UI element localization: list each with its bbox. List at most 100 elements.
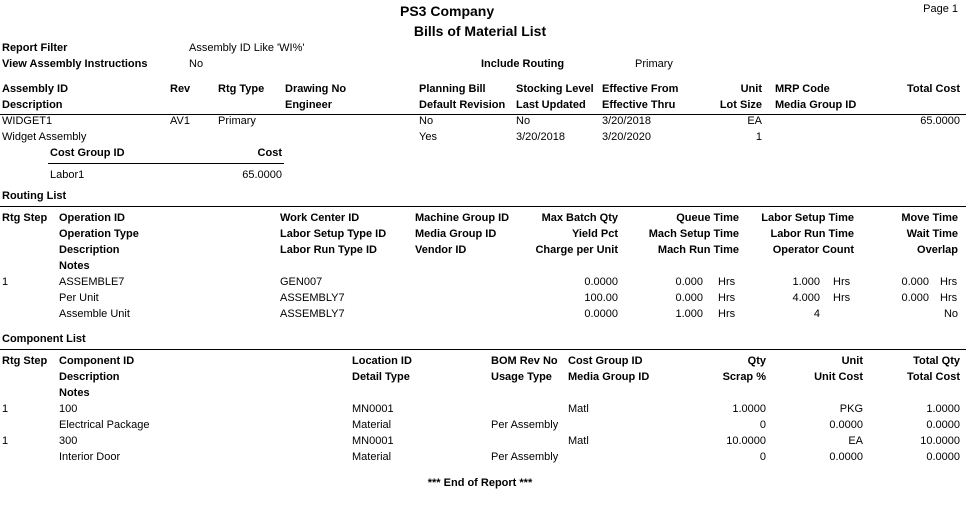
rt-rtg-step: 1 [2,276,9,288]
rt-wait-time: 0.000 [901,292,929,304]
rt-work-center-id: GEN007 [280,276,323,288]
rt-queue-time-unit: Hrs [718,276,736,288]
rt-col-wait-time: Wait Time [906,228,958,240]
col-rev: Rev [170,83,191,95]
rt-col-machine-group-id: Machine Group ID [415,212,510,224]
assembly-total-cost: 65.0000 [920,115,960,127]
assembly-header-rule [0,114,966,115]
rt-col-work-center-id: Work Center ID [280,212,360,224]
assembly-planning-bill: No [419,115,434,127]
cp-col-description: Description [59,371,120,383]
routing-section-title: Routing List [2,190,67,202]
cp-col-location-id: Location ID [352,355,412,367]
col-assembly-id: Assembly ID [2,83,69,95]
cp-scrap-pct: 0 [759,451,766,463]
rt-mach-setup-time: 0.000 [675,292,703,304]
rt-col-operator-count: Operator Count [772,244,854,256]
cp-col-rtg-step: Rtg Step [2,355,48,367]
rt-col-vendor-id: Vendor ID [415,244,467,256]
cost-group-id-header: Cost Group ID [50,147,125,159]
rt-col-notes: Notes [59,260,90,272]
rt-labor-setup-type-id: ASSEMBLY7 [280,292,345,304]
report-filter-value: Assembly ID Like 'WI%' [189,42,305,54]
col-effective-from: Effective From [602,83,679,95]
end-of-report: *** End of Report *** [427,477,533,489]
col-stocking-level: Stocking Level [516,83,594,95]
cp-col-total-qty: Total Qty [913,355,960,367]
cp-col-unit-cost: Unit Cost [814,371,863,383]
cp-col-usage-type: Usage Type [491,371,552,383]
assembly-id: WIDGET1 [2,115,53,127]
rt-description: Assemble Unit [59,308,130,320]
assembly-effective-thru: 3/20/2020 [602,131,651,143]
cost-group-rule [48,163,284,164]
rt-col-operation-type: Operation Type [59,228,139,240]
cp-description: Interior Door [59,451,121,463]
view-instructions-value: No [189,58,204,70]
rt-col-mach-run-time: Mach Run Time [657,244,739,256]
include-routing-value: Primary [635,58,673,70]
col-unit: Unit [740,83,762,95]
cp-location-id: MN0001 [352,435,394,447]
cp-col-component-id: Component ID [59,355,135,367]
col-media-group-id: Media Group ID [775,99,857,111]
assembly-unit: EA [747,115,762,127]
rt-col-move-time: Move Time [901,212,958,224]
rt-col-charge-per-unit: Charge per Unit [535,244,618,256]
report-filter-label: Report Filter [2,42,68,54]
component-section-rule [0,349,966,350]
cp-scrap-pct: 0 [759,419,766,431]
cp-col-media-group-id: Media Group ID [568,371,650,383]
assembly-effective-from: 3/20/2018 [602,115,651,127]
cp-col-unit: Unit [841,355,863,367]
rt-move-time-unit: Hrs [940,276,958,288]
rt-col-mach-setup-time: Mach Setup Time [648,228,739,240]
cp-col-qty: Qty [747,355,766,367]
cp-unit-cost: 0.0000 [829,451,863,463]
cp-unit: PKG [839,403,863,415]
cp-qty: 1.0000 [732,403,766,415]
cp-detail-type: Material [352,419,392,431]
cost-group-cost-header: Cost [257,147,282,159]
cp-detail-type: Material [352,451,392,463]
rt-labor-setup-time: 1.000 [792,276,820,288]
col-drawing-no: Drawing No [285,83,347,95]
component-section-title: Component List [2,333,86,345]
assembly-rev: AV1 [170,115,190,127]
assembly-default-revision: Yes [419,131,437,143]
rt-col-labor-run-time: Labor Run Time [770,228,854,240]
rt-move-time: 0.000 [901,276,929,288]
rt-col-overlap: Overlap [917,244,958,256]
col-rtg-type: Rtg Type [218,83,265,95]
rt-col-labor-run-type-id: Labor Run Type ID [280,244,377,256]
rt-mach-setup-time-unit: Hrs [718,292,736,304]
col-last-updated: Last Updated [516,99,586,111]
rt-operation-id: ASSEMBLE7 [59,276,125,288]
cp-col-scrap-pct: Scrap % [722,371,766,383]
rt-col-labor-setup-time: Labor Setup Time [761,212,854,224]
col-planning-bill: Planning Bill [419,83,486,95]
company-name: PS3 Company [400,3,495,19]
col-total-cost: Total Cost [907,83,960,95]
cp-usage-type: Per Assembly [491,419,559,431]
rt-operator-count: 4 [813,308,820,320]
assembly-description: Widget Assembly [2,131,87,143]
cp-total-cost: 0.0000 [926,451,960,463]
cp-total-qty: 1.0000 [926,403,960,415]
cp-col-notes: Notes [59,387,90,399]
rt-labor-setup-time-unit: Hrs [833,276,851,288]
rt-col-queue-time: Queue Time [676,212,739,224]
rt-col-media-group-id: Media Group ID [415,228,497,240]
cp-cost-group-id: Matl [568,403,589,415]
rt-charge-per-unit: 0.0000 [584,308,618,320]
page-number: Page 1 [923,3,958,15]
rt-col-labor-setup-type-id: Labor Setup Type ID [280,228,387,240]
cp-unit: EA [848,435,863,447]
cp-col-detail-type: Detail Type [352,371,410,383]
rt-col-description: Description [59,244,120,256]
rt-mach-run-time: 1.000 [675,308,703,320]
cp-qty: 10.0000 [726,435,766,447]
cp-total-cost: 0.0000 [926,419,960,431]
rt-yield-pct: 100.00 [584,292,618,304]
assembly-lot-size: 1 [755,131,762,143]
